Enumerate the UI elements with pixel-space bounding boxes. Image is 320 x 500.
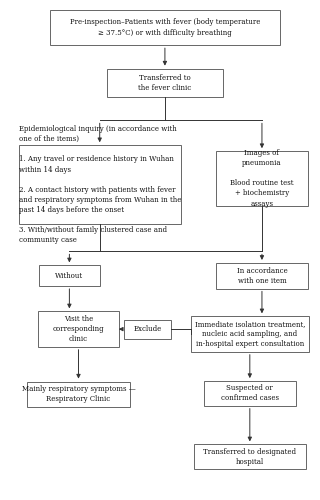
Text: Immediate isolation treatment,
nucleic acid sampling, and
in-hospital expert con: Immediate isolation treatment, nucleic a… (195, 320, 305, 348)
Text: Visit the
corresponding
clinic: Visit the corresponding clinic (53, 315, 104, 343)
Text: Exclude: Exclude (133, 325, 162, 333)
FancyBboxPatch shape (38, 312, 119, 347)
Text: Mainly respiratory symptoms —
Respiratory Clinic: Mainly respiratory symptoms — Respirator… (22, 386, 135, 404)
Text: Images of
pneumonia

Blood routine test
+ biochemistry
assays: Images of pneumonia Blood routine test +… (230, 149, 294, 208)
FancyBboxPatch shape (39, 266, 100, 286)
Text: Suspected or
confirmed cases: Suspected or confirmed cases (221, 384, 279, 402)
Text: Transferred to designated
hospital: Transferred to designated hospital (203, 448, 296, 466)
Text: Without: Without (55, 272, 84, 280)
FancyBboxPatch shape (27, 382, 130, 407)
Text: In accordance
with one item: In accordance with one item (236, 266, 287, 285)
FancyBboxPatch shape (50, 10, 280, 46)
FancyBboxPatch shape (216, 151, 308, 206)
Text: Pre-inspection–Patients with fever (body temperature
≥ 37.5°C) or with difficult: Pre-inspection–Patients with fever (body… (70, 18, 260, 36)
FancyBboxPatch shape (191, 316, 309, 352)
Text: Transferred to
the fever clinic: Transferred to the fever clinic (138, 74, 192, 92)
FancyBboxPatch shape (204, 381, 296, 406)
FancyBboxPatch shape (107, 68, 222, 97)
FancyBboxPatch shape (194, 444, 306, 469)
FancyBboxPatch shape (216, 263, 308, 288)
Text: Epidemiological inquiry (in accordance with
one of the items)

1. Any travel or : Epidemiological inquiry (in accordance w… (19, 125, 181, 244)
FancyBboxPatch shape (124, 320, 171, 338)
FancyBboxPatch shape (19, 145, 181, 224)
